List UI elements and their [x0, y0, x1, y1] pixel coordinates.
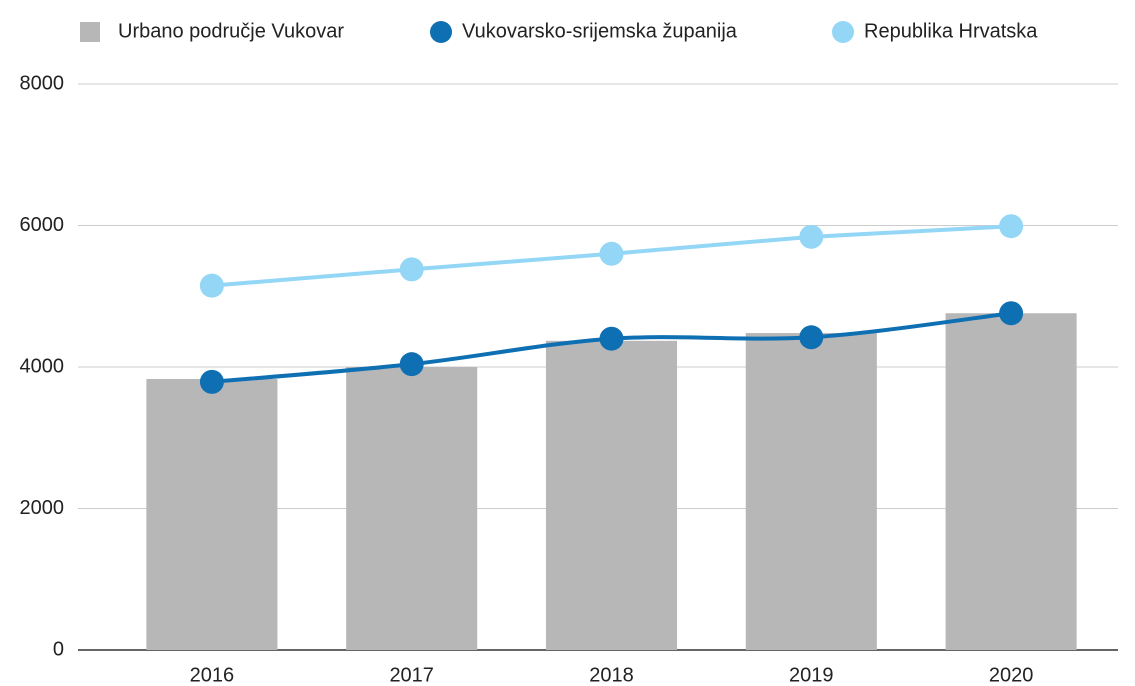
legend-label: Vukovarsko-srijemska županija: [462, 20, 738, 42]
bar: [545, 340, 678, 650]
bar: [346, 367, 478, 650]
y-tick-label: 2000: [20, 497, 65, 519]
legend-swatch: [832, 21, 854, 43]
y-tick-label: 0: [53, 638, 64, 660]
point: [199, 369, 224, 394]
x-tick-label: 2017: [389, 664, 434, 686]
point: [599, 326, 624, 351]
point: [999, 301, 1024, 326]
x-tick-label: 2016: [190, 664, 235, 686]
legend-swatch: [430, 21, 452, 43]
y-tick-label: 8000: [20, 72, 65, 94]
x-tick-label: 2018: [589, 664, 634, 686]
legend-swatch: [80, 22, 100, 42]
point: [799, 325, 824, 350]
x-tick-label: 2019: [789, 664, 834, 686]
y-tick-label: 6000: [20, 214, 65, 236]
bar: [146, 379, 278, 650]
y-tick-label: 4000: [20, 355, 65, 377]
x-tick-label: 2020: [989, 664, 1034, 686]
bar: [945, 313, 1077, 650]
point: [799, 224, 824, 249]
point: [599, 241, 624, 266]
point: [399, 257, 424, 282]
point: [199, 273, 224, 298]
legend-label: Republika Hrvatska: [864, 20, 1038, 42]
bar: [745, 333, 877, 650]
legend-label: Urbano područje Vukovar: [118, 20, 344, 42]
point: [999, 214, 1024, 239]
point: [399, 352, 424, 377]
